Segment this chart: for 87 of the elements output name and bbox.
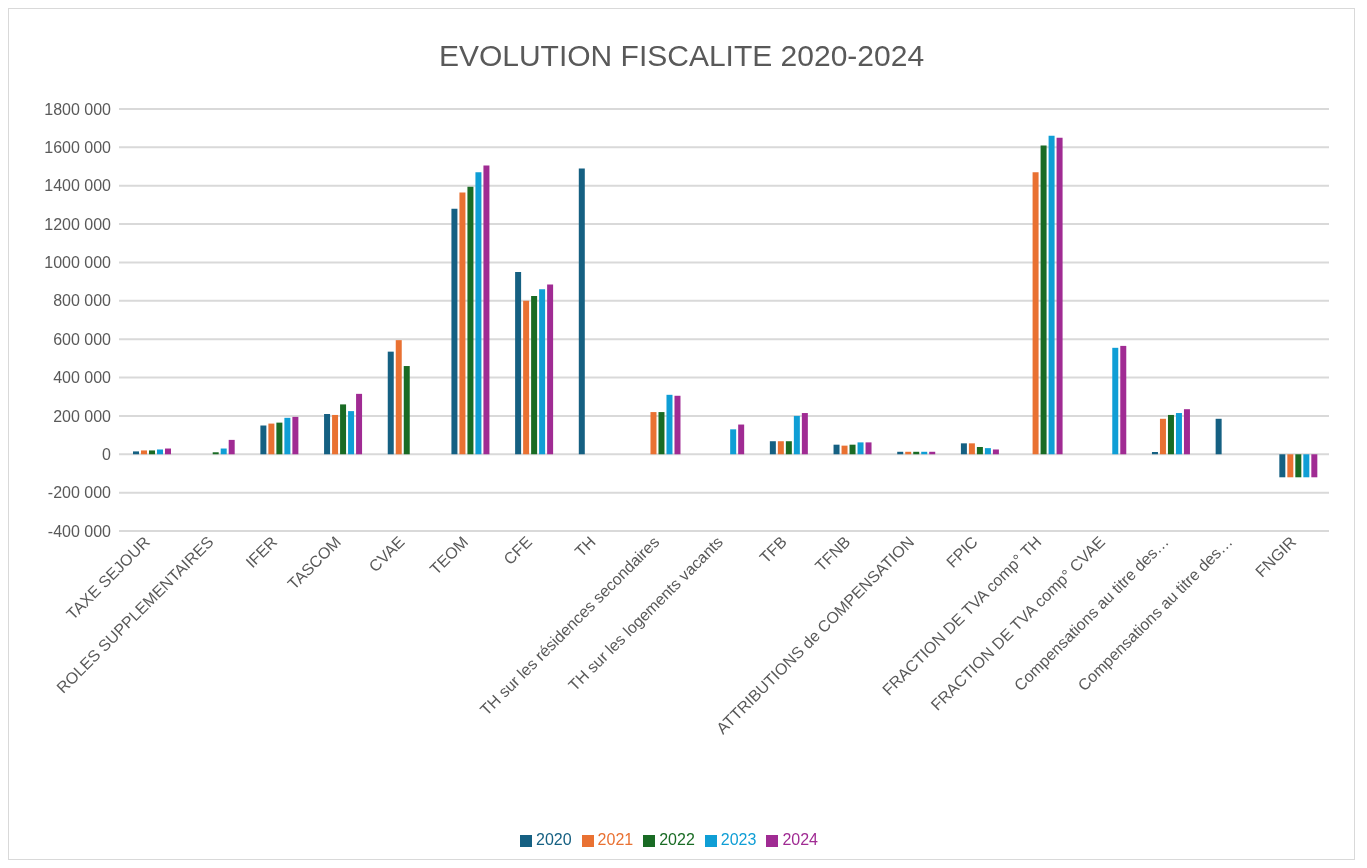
- bar: [1295, 454, 1302, 478]
- bar: [1279, 454, 1286, 478]
- bar: [403, 366, 410, 455]
- bar: [332, 414, 339, 455]
- x-tick-label: TH: [571, 533, 599, 561]
- bar: [1311, 454, 1318, 478]
- legend-label: 2022: [659, 831, 695, 848]
- bar: [228, 439, 235, 455]
- bar: [212, 452, 219, 455]
- bar: [531, 296, 538, 455]
- y-tick-label: 400 000: [53, 369, 112, 387]
- bar: [324, 413, 331, 455]
- bar: [1215, 418, 1222, 455]
- bar: [523, 300, 530, 455]
- bar: [475, 172, 482, 455]
- y-tick-label: -400 000: [47, 522, 112, 540]
- bar: [268, 423, 275, 455]
- bar: [395, 340, 402, 455]
- bar: [1287, 454, 1294, 478]
- bar: [1175, 413, 1182, 455]
- bar: [738, 424, 745, 455]
- bar: [1032, 172, 1039, 455]
- bar: [849, 444, 856, 455]
- bar: [960, 443, 967, 455]
- y-tick-label: 800 000: [53, 292, 112, 310]
- bar: [674, 395, 681, 455]
- bar: [1120, 345, 1127, 455]
- bar: [1183, 409, 1190, 455]
- y-tick-label: 1600 000: [44, 139, 112, 157]
- bar: [801, 413, 808, 455]
- bar: [515, 272, 522, 455]
- bar: [1167, 414, 1174, 455]
- y-tick-label: 200 000: [53, 407, 112, 425]
- bar: [157, 449, 164, 455]
- y-tick-label: 1200 000: [44, 215, 112, 233]
- bar: [387, 351, 394, 455]
- bar: [539, 289, 546, 455]
- bar: [984, 448, 991, 455]
- bar: [292, 416, 299, 455]
- bar: [149, 450, 156, 455]
- y-tick-label: 1000 000: [44, 254, 112, 272]
- bar: [666, 394, 673, 455]
- bar: [284, 417, 291, 455]
- bar: [976, 446, 983, 455]
- y-tick-label: 1800 000: [44, 100, 112, 118]
- bar: [356, 393, 363, 455]
- bar: [1112, 347, 1119, 455]
- bar: [658, 412, 665, 455]
- bar: [451, 208, 458, 455]
- bar: [841, 445, 848, 455]
- bar: [547, 284, 554, 455]
- bar: [865, 442, 872, 455]
- bar: [1040, 145, 1047, 455]
- bar: [833, 444, 840, 455]
- bar: [1159, 418, 1166, 455]
- bar: [483, 165, 490, 455]
- bar: [777, 441, 784, 455]
- legend-label: 2024: [782, 831, 818, 848]
- bar: [459, 192, 466, 455]
- y-tick-label: -200 000: [47, 484, 112, 502]
- bar: [992, 449, 999, 455]
- bar: [348, 411, 355, 455]
- bar: [730, 429, 737, 455]
- bar: [1048, 135, 1055, 455]
- bar: [785, 441, 792, 455]
- bar: [1303, 454, 1310, 478]
- bar: [578, 168, 585, 455]
- bar: [769, 441, 776, 455]
- bar: [650, 412, 657, 455]
- bar: [260, 425, 267, 455]
- bar: [141, 450, 148, 455]
- y-tick-label: 0: [102, 445, 112, 463]
- x-tick-label: TFB: [756, 533, 790, 567]
- bar: [857, 442, 864, 455]
- legend-label: 2021: [597, 831, 634, 848]
- y-tick-label: 1400 000: [44, 177, 112, 195]
- legend-label: 2020: [536, 831, 572, 848]
- bar: [340, 404, 347, 455]
- legend-label: 2023: [720, 831, 757, 848]
- bar: [467, 186, 474, 455]
- bar: [968, 443, 975, 455]
- bar: [1056, 137, 1063, 455]
- bar: [793, 415, 800, 455]
- bar: [276, 422, 283, 455]
- bar: [133, 451, 140, 455]
- chart-title: EVOLUTION FISCALITE 2020-2024: [437, 39, 926, 74]
- y-tick-label: 600 000: [53, 330, 112, 348]
